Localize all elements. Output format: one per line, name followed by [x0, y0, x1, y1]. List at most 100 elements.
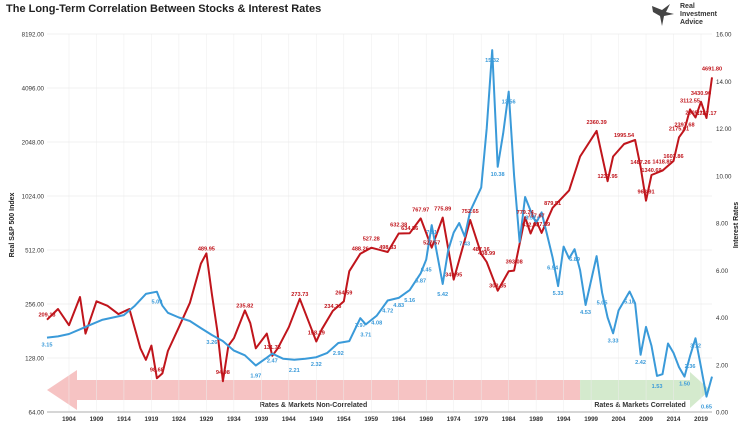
stock-data-label: 775.89 — [434, 207, 451, 213]
y-tick-label-left: 128.00 — [25, 356, 44, 363]
rate-data-label: 7.91 — [426, 230, 437, 236]
stock-data-label: 2360.39 — [586, 120, 606, 126]
y-tick-label-left: 1024.00 — [22, 194, 45, 201]
rate-data-label: 13.56 — [502, 100, 516, 106]
brand-line-3: Advice — [680, 19, 703, 26]
stock-data-label: 637.89 — [533, 222, 550, 228]
x-tick-label: 1984 — [502, 416, 516, 423]
y-tick-label-right: 8.00 — [716, 221, 729, 228]
x-tick-label: 2019 — [694, 416, 708, 423]
rate-data-label: 2.42 — [635, 360, 646, 366]
rate-data-label: 3.26 — [206, 340, 217, 346]
noncorrelated-band — [47, 370, 581, 410]
stock-data-label: 2805.12 — [685, 110, 705, 116]
y-tick-label-left: 512.00 — [25, 248, 44, 255]
x-tick-label: 1994 — [557, 416, 571, 423]
stock-data-label: 98.68 — [150, 367, 164, 373]
x-tick-label: 2009 — [639, 416, 653, 423]
noncorrelated-band-label: Rates & Markets Non-Correlated — [260, 402, 367, 409]
y-tick-label-right: 12.00 — [716, 126, 732, 133]
eagle-icon — [652, 4, 674, 26]
rate-data-label: 2.32 — [311, 362, 322, 368]
stock-data-label: 234.26 — [324, 304, 341, 310]
chart-series — [46, 49, 713, 398]
rate-data-label: 0.65 — [701, 405, 712, 411]
rate-data-label: 2.21 — [289, 368, 300, 374]
y-tick-label-right: 4.00 — [716, 315, 729, 322]
stock-data-label: 1237.95 — [597, 174, 617, 180]
x-tick-label: 1964 — [392, 416, 406, 423]
x-tick-label: 1929 — [199, 416, 213, 423]
rate-data-label: 4.72 — [382, 308, 393, 314]
stock-data-label: 3112.55 — [680, 98, 700, 104]
x-tick-label: 1949 — [309, 416, 323, 423]
rate-data-label: 3.33 — [608, 338, 619, 344]
stock-data-label: 2397.68 — [674, 123, 694, 129]
rate-data-label: 5.42 — [437, 292, 448, 298]
rate-data-label: 3.12 — [690, 343, 701, 349]
stock-data-label: 489.95 — [198, 246, 215, 252]
stock-data-label: 1487.26 — [630, 160, 650, 166]
x-tick-label: 1939 — [254, 416, 268, 423]
rate-data-label: 4.08 — [371, 321, 382, 327]
y-tick-label-right: 16.00 — [716, 32, 732, 39]
rate-data-label: 1.97 — [250, 373, 261, 379]
stock-data-label: 634.86 — [401, 226, 418, 232]
stock-data-label: 767.97 — [412, 207, 429, 213]
brand-logo: Real Investment Advice — [650, 2, 740, 30]
stock-data-label: 393.08 — [506, 260, 523, 266]
x-tick-label: 1909 — [90, 416, 104, 423]
y-tick-label-right: 10.00 — [716, 173, 732, 180]
y-tick-label-right: 0.00 — [716, 410, 729, 417]
x-tick-label: 1969 — [419, 416, 433, 423]
stock-data-label: 1603.86 — [663, 154, 683, 160]
x-tick-label: 1904 — [62, 416, 76, 423]
rate-data-label: 5.09 — [151, 300, 162, 306]
rate-data-label: 10.38 — [491, 172, 505, 178]
stock-data-label: 131.75 — [264, 345, 281, 351]
stock-data-label: 273.73 — [291, 292, 308, 298]
correlated-band-label: Rates & Markets Correlated — [594, 402, 685, 409]
stock-data-label: 4691.80 — [702, 66, 722, 72]
x-tick-label: 1959 — [364, 416, 378, 423]
stock-data-label: 303.85 — [489, 284, 506, 290]
correlated-band — [580, 372, 710, 408]
rate-data-label: 5.05 — [597, 301, 608, 307]
rate-data-label: 1.53 — [652, 384, 663, 390]
stock-data-label: 487.16 — [473, 247, 490, 253]
rate-data-label: 5.16 — [404, 298, 415, 304]
rate-data-label: 5.87 — [415, 278, 426, 284]
brand-line-2: Investment — [680, 11, 717, 18]
stock-data-label: 632.38 — [390, 223, 407, 229]
chart-axes: 64.00 128.00 256.00 512.00 1024.00 2048.00 409… — [22, 32, 732, 424]
x-tick-label: 1954 — [337, 416, 351, 423]
rate-data-label: 3.71 — [360, 332, 371, 338]
stocks-series-line — [46, 77, 713, 383]
stock-data-label: 527.57 — [423, 241, 440, 247]
x-tick-label: 1944 — [282, 416, 296, 423]
stock-data-label: 879.51 — [544, 201, 561, 207]
stock-data-label: 2175.01 — [669, 126, 689, 132]
stock-data-label: 747.67 — [528, 214, 545, 220]
x-tick-label: 1924 — [172, 416, 186, 423]
chart-data-labels: 209.18 98.68 489.95 94.98 235.82 131.75 273.73… — [38, 58, 722, 411]
rate-data-label: 8.52 — [525, 216, 536, 222]
brand-name: Real Investment Advice — [680, 3, 717, 27]
y-tick-label-right: 14.00 — [716, 79, 732, 86]
rate-data-label: 6.45 — [421, 268, 432, 274]
stock-data-label: 752.65 — [462, 209, 479, 215]
stock-data-label: 1340.69 — [641, 168, 661, 174]
stock-data-label: 488.26 — [352, 247, 369, 253]
stock-data-label: 438.99 — [478, 251, 495, 257]
rate-data-label: 7.43 — [459, 241, 470, 247]
rate-data-label: 4.53 — [580, 310, 591, 316]
stock-data-label: 963.91 — [637, 190, 654, 196]
rate-data-label: 15.32 — [485, 58, 499, 64]
rate-data-label: 1.50 — [679, 382, 690, 388]
rates-series-line — [46, 49, 713, 398]
rate-data-label: 4.83 — [393, 303, 404, 309]
y-tick-label-left: 256.00 — [25, 302, 44, 309]
x-tick-label: 1914 — [117, 416, 131, 423]
stock-data-label: 498.83 — [379, 245, 396, 251]
